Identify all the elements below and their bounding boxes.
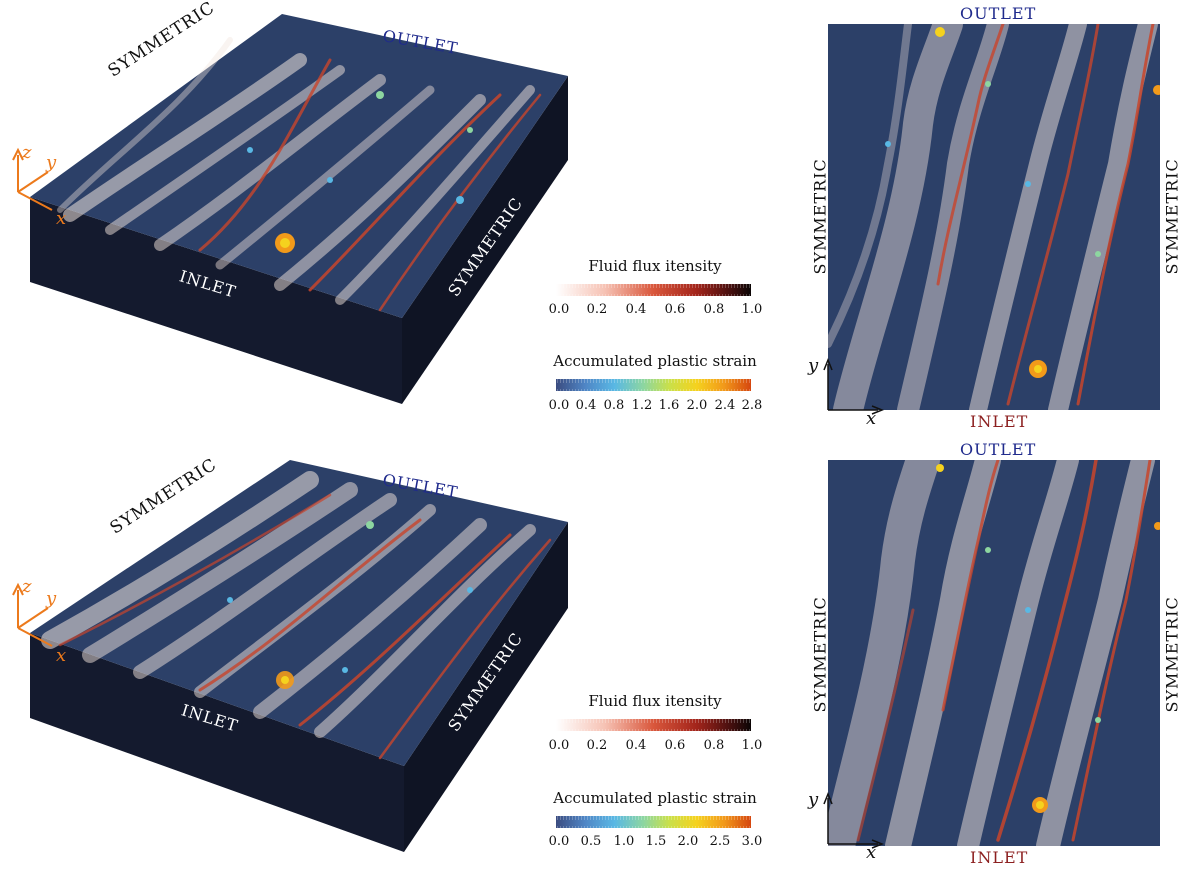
box-axis-z: z [22, 576, 32, 597]
top-view-inlet: INLET [970, 412, 1029, 431]
top-view-axis-x: x [866, 408, 877, 429]
flux-tick: 0.2 [586, 302, 608, 317]
box-axis-triad [12, 147, 53, 211]
top-view-outlet: OUTLET [960, 4, 1037, 23]
strain-tick: 0.0 [548, 834, 570, 849]
flux-tick: 0.6 [664, 738, 686, 753]
box-right-face [404, 522, 568, 852]
domain-box-3d [12, 460, 568, 852]
flux-tick: 1.0 [741, 738, 763, 753]
top-view-axis-x: x [866, 842, 877, 863]
flux-colorbar [556, 284, 751, 296]
strain-tick: 2.0 [677, 834, 699, 849]
strain-tick-labels: 0.0 0.5 1.0 1.5 2.0 2.5 3.0 [549, 834, 763, 854]
strain-tick: 1.6 [658, 398, 680, 413]
strain-tick: 1.5 [645, 834, 667, 849]
box-axis-y: y [46, 588, 57, 609]
flux-tick-labels: 0.0 0.2 0.4 0.6 0.8 1.0 [549, 302, 763, 322]
flux-legend-title: Fluid flux itensity [588, 257, 722, 275]
strain-tick: 3.0 [741, 834, 763, 849]
strain-tick: 1.2 [631, 398, 653, 413]
top-view-field [828, 24, 1160, 410]
domain-box-3d [12, 14, 568, 404]
strain-colorbar [556, 816, 751, 828]
flux-legend-title: Fluid flux itensity [588, 692, 722, 710]
strain-tick: 2.8 [741, 398, 763, 413]
box-axis-triad [12, 582, 53, 647]
box-axis-x: x [56, 645, 67, 666]
strain-tick: 0.0 [548, 398, 570, 413]
strain-spots [247, 91, 473, 253]
strain-legend-title: Accumulated plastic strain [553, 352, 757, 370]
top-view-symmetric-left: SYMMETRIC [810, 158, 830, 275]
flow-streamlines [41, 471, 552, 760]
box-axis-y: y [46, 152, 57, 173]
flux-tick: 0.6 [664, 302, 686, 317]
strain-tick: 1.0 [613, 834, 635, 849]
top-view-symmetric-left: SYMMETRIC [810, 596, 830, 713]
top-view-axis-y: y [808, 789, 819, 810]
strain-spots [227, 521, 473, 689]
box-axis-x: x [56, 208, 67, 229]
flux-tick: 0.8 [703, 302, 725, 317]
strain-tick: 2.4 [714, 398, 736, 413]
flux-tick: 0.0 [548, 738, 570, 753]
flux-tick: 1.0 [741, 302, 763, 317]
top-view-outlet: OUTLET [960, 440, 1037, 459]
flow-streamlines [57, 37, 542, 312]
box-right-face [402, 76, 568, 404]
flux-colorbar [556, 719, 751, 731]
top-view-symmetric-right: SYMMETRIC [1162, 596, 1182, 713]
strain-tick: 2.5 [709, 834, 731, 849]
flux-tick: 0.8 [703, 738, 725, 753]
flux-tick: 0.4 [625, 738, 647, 753]
box-front-face [30, 197, 402, 404]
strain-tick: 0.4 [575, 398, 597, 413]
flux-tick-labels: 0.0 0.2 0.4 0.6 0.8 1.0 [549, 738, 763, 758]
strain-colorbar [556, 379, 751, 391]
top-view-field [828, 460, 1160, 846]
top-view-axes [823, 791, 885, 849]
strain-legend-title: Accumulated plastic strain [553, 789, 757, 807]
strain-tick: 0.5 [580, 834, 602, 849]
strain-tick-labels: 0.0 0.4 0.8 1.2 1.6 2.0 2.4 2.8 [549, 398, 763, 418]
flux-tick: 0.2 [586, 738, 608, 753]
strain-tick: 2.0 [686, 398, 708, 413]
box-front-face [30, 633, 404, 852]
top-view-axis-y: y [808, 355, 819, 376]
top-view-axes [823, 357, 885, 415]
strain-tick: 0.8 [603, 398, 625, 413]
top-view-inlet: INLET [970, 848, 1029, 867]
box-top-face [30, 14, 568, 318]
top-view-symmetric-right: SYMMETRIC [1162, 158, 1182, 275]
flux-tick: 0.0 [548, 302, 570, 317]
flux-tick: 0.4 [625, 302, 647, 317]
box-axis-z: z [22, 142, 32, 163]
